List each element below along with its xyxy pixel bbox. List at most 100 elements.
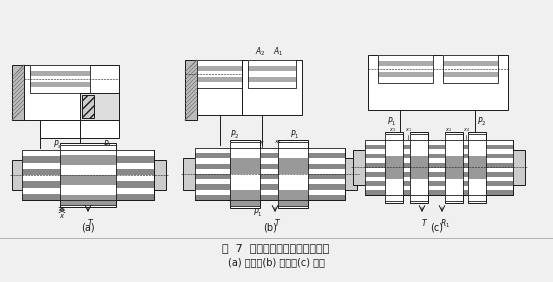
Text: $x_2$: $x_2$ [274,138,282,146]
Bar [22,150,154,156]
Bar [365,140,513,145]
Bar [60,175,116,185]
Text: $x$: $x$ [259,138,265,146]
Bar [197,82,242,88]
Bar [343,158,357,190]
Text: $x_4$: $x_4$ [462,126,469,134]
Bar [443,55,498,83]
Bar [468,134,486,201]
Bar [365,172,513,177]
Bar [368,55,508,110]
Bar [385,134,403,156]
Bar [365,177,513,181]
Text: $T$: $T$ [421,217,429,228]
Bar [443,72,498,77]
Bar [378,72,433,77]
Bar [30,65,90,93]
Bar [443,61,498,66]
Bar [197,60,242,88]
Bar [445,134,463,201]
Bar [22,169,154,175]
Bar [80,120,119,138]
Bar [410,179,428,201]
Bar [197,60,242,115]
Bar [278,140,308,208]
Text: $P_1$: $P_1$ [387,116,397,128]
Bar [365,168,513,172]
Bar [195,190,345,195]
Bar [195,153,345,158]
Bar [468,132,486,203]
Bar [248,82,296,88]
Bar [378,55,433,61]
Bar [278,142,308,158]
Bar [242,60,302,115]
Text: $x_2$: $x_2$ [445,126,451,134]
Text: (a): (a) [81,223,95,233]
Bar [22,194,154,200]
Bar [445,132,463,203]
Bar [30,87,90,93]
Bar [365,158,513,163]
Bar [443,66,498,72]
Text: $P_s$: $P_s$ [53,139,62,151]
Bar [60,155,116,165]
Bar [365,149,513,154]
Bar [248,77,296,82]
Bar [248,60,296,66]
Bar [195,148,345,200]
Bar [365,181,513,186]
Bar [511,150,525,185]
Bar [40,120,80,138]
Text: (c): (c) [430,223,444,233]
Text: $P_1$: $P_1$ [253,207,263,219]
Bar [385,179,403,201]
Bar [410,134,428,201]
Bar [22,162,154,169]
Bar [278,158,308,174]
Bar [230,140,260,208]
Bar [278,174,308,190]
Bar [60,185,116,195]
Text: $A_2$: $A_2$ [255,46,265,58]
Bar [468,156,486,179]
Bar [22,150,154,200]
Bar [410,134,428,156]
Bar [60,145,116,205]
Bar [378,61,433,66]
Bar [443,77,498,83]
Bar [197,60,242,66]
Bar [230,142,260,206]
Bar [385,134,403,201]
Text: $x_1$: $x_1$ [405,126,411,134]
Bar [12,65,24,120]
Bar [230,174,260,190]
Bar [378,66,433,72]
Bar [195,148,345,153]
Bar [278,142,308,206]
Bar [197,71,242,77]
Bar [468,134,486,156]
Bar [365,140,513,195]
Bar [60,195,116,205]
Bar [195,169,345,174]
Bar [378,55,433,83]
Bar [60,143,116,207]
Bar [230,142,260,158]
Bar [365,154,513,158]
Bar [12,160,24,190]
Text: $x_3$: $x_3$ [389,126,395,134]
Text: $T$: $T$ [87,217,95,228]
Bar [248,66,296,71]
Bar [248,71,296,77]
Bar [195,158,345,164]
Bar [445,134,463,156]
Bar [80,93,119,120]
Bar [22,188,154,194]
Bar [278,190,308,206]
Bar [195,174,345,179]
Bar [195,179,345,184]
Bar [445,156,463,179]
Bar [195,148,345,200]
Text: $x$: $x$ [59,212,65,220]
